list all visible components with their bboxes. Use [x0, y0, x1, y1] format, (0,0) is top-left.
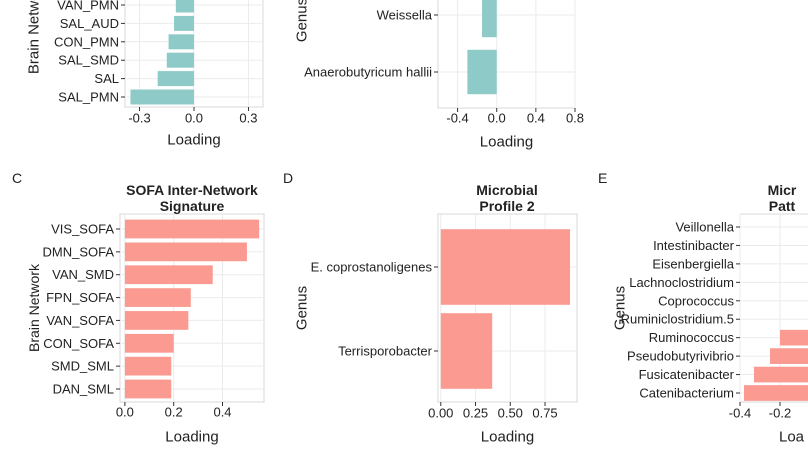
x-tick-label: 0.0	[116, 405, 134, 420]
chart-title-line: Patt	[769, 198, 796, 214]
bar-E. coprostanoligenes	[440, 229, 571, 305]
x-tick-label: 0.3	[239, 111, 257, 126]
y-tick-label: VAN_SMD	[52, 267, 114, 282]
y-tick-label: CON_PMN	[54, 34, 119, 49]
bar-VAN_SOFA	[124, 311, 189, 330]
y-tick-label: FPN_SOFA	[46, 290, 114, 305]
bar-Pseudobutyrivibrio	[770, 348, 808, 364]
y-tick-label: Anaerobutyricum hallii	[304, 65, 432, 80]
y-tick-label: Terrisporobacter	[338, 344, 433, 359]
chart-panel-2: Weissella Anaerobutyricum hallii -0.4 0.0 0.…	[294, 0, 584, 151]
bar-Fusicatenibacter	[754, 366, 808, 383]
bar-SAL	[157, 71, 194, 87]
bar-SAL_PMN	[130, 89, 194, 105]
x-axis-title: Loa	[779, 429, 805, 446]
y-tick-label: Eisenbergiella	[652, 256, 734, 271]
bar-VIS_SOFA	[124, 219, 260, 239]
bar-FPN_SOFA	[124, 288, 191, 307]
y-tick-label: E. coprostanoligenes	[311, 260, 433, 275]
chart-title-line: Profile 2	[479, 198, 534, 214]
y-tick-label: Veillonella	[675, 220, 734, 235]
x-tick-label: 0.25	[463, 406, 488, 421]
x-tick-label: 0.8	[566, 111, 584, 126]
x-tick-label: 0.0	[185, 111, 203, 126]
panel-label: D	[283, 170, 293, 186]
y-tick-label: SMD_SML	[51, 359, 114, 374]
bar-Anaerobutyricum hallii	[467, 49, 497, 95]
panel-label: C	[12, 170, 22, 186]
bar-Terrisporobacter	[440, 313, 493, 389]
panel-label: E	[598, 170, 607, 186]
y-tick-label: SAL_AUD	[60, 16, 119, 31]
x-tick-label: -0.4	[446, 111, 468, 126]
chart-panel-3: VIS_SOFA DMN_SOFA VAN_SMD FPN_SOFA VAN_SOFA C…	[12, 170, 265, 446]
x-axis-title: Loading	[481, 429, 534, 446]
x-tick-label: 0.75	[532, 406, 557, 421]
x-tick-label: -0.3	[128, 111, 150, 126]
x-axis-title: Loading	[165, 429, 218, 446]
y-axis-title: Genus	[612, 286, 629, 330]
bar-CON_SOFA	[124, 333, 174, 353]
y-tick-label: DAN_SML	[53, 382, 114, 397]
y-tick-label: Lachnoclostridium	[629, 275, 734, 290]
y-tick-label: Weissella	[377, 8, 433, 23]
bar-SMD_SML	[124, 356, 172, 376]
chart-panel-4: E. coprostanoligenes Terrisporobacter 0.00…	[283, 170, 578, 446]
y-tick-label: VAN_PMN	[57, 0, 119, 13]
x-tick-label: -0.2	[769, 406, 791, 421]
y-tick-label: VAN_SOFA	[46, 313, 114, 328]
chart-panel-5: Veillonella Intestinibacter Eisenbergiella…	[598, 170, 808, 446]
y-tick-label: CON_SOFA	[43, 336, 114, 351]
chart-title-line: Microbial	[476, 182, 537, 198]
x-tick-label: 0.0	[488, 111, 506, 126]
y-axis-title: Brain Network	[26, 0, 43, 74]
y-tick-label: Intestinibacter	[653, 238, 735, 253]
y-tick-label: SAL_SMD	[58, 53, 119, 68]
chart-title-line: SOFA Inter-Network	[126, 182, 258, 198]
y-tick-label: SAL_PMN	[58, 90, 119, 105]
bar-SAL_SMD	[166, 52, 194, 68]
y-tick-label: Coprococcus	[658, 293, 734, 308]
x-tick-label: 0.50	[498, 406, 523, 421]
x-tick-label: 0.00	[428, 406, 453, 421]
chart-panel-1: VAN_PMN SAL_AUD CON_PMN SAL_SMD SAL SAL_PMN -0…	[26, 0, 264, 149]
bar-CON_PMN	[168, 34, 194, 50]
y-tick-label: Pseudobutyrivibrio	[627, 349, 734, 364]
plot-area	[437, 0, 576, 109]
bar-Catenibacterium	[744, 385, 808, 401]
y-tick-label: DMN_SOFA	[42, 244, 114, 259]
y-tick-label: Catenibacterium	[639, 386, 734, 401]
bar-SAL_AUD	[174, 15, 194, 31]
y-axis-title: Genus	[294, 286, 311, 330]
x-axis-title: Loading	[480, 134, 533, 151]
y-axis-title: Genus	[294, 0, 311, 42]
chart-title-line: Micr	[768, 182, 797, 198]
bar-Weissella	[482, 0, 497, 38]
bar-DMN_SOFA	[124, 242, 247, 262]
y-axis-title: Brain Network	[26, 263, 42, 352]
bar-VAN_SMD	[124, 265, 213, 285]
bar-DAN_SML	[124, 379, 172, 399]
y-tick-label: VIS_SOFA	[51, 222, 114, 237]
y-tick-label: Ruminococcus	[649, 330, 735, 345]
x-axis-title: Loading	[167, 132, 220, 149]
x-tick-label: 0.4	[527, 111, 545, 126]
x-tick-label: -0.4	[729, 406, 751, 421]
y-tick-label: Ruminiclostridium.5	[621, 312, 734, 327]
y-tick-label: SAL	[94, 71, 119, 86]
x-tick-label: 0.4	[213, 405, 231, 420]
y-tick-label: Fusicatenibacter	[639, 367, 735, 382]
bar-Ruminococcus	[780, 329, 808, 346]
bar-VAN_PMN	[175, 0, 194, 13]
x-tick-label: 0.2	[165, 405, 183, 420]
chart-title-line: Signature	[160, 198, 225, 214]
